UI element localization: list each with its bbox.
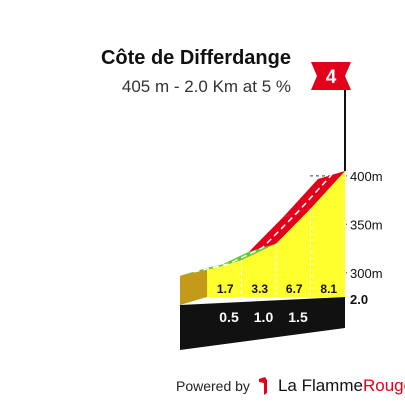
climb-summary: 405 m - 2.0 Km at 5 % bbox=[121, 77, 291, 96]
km-label: 0.5 bbox=[219, 309, 239, 325]
y-tick-label: 400m bbox=[350, 169, 383, 184]
powered-by-label: Powered by bbox=[176, 378, 250, 394]
climb-title: Côte de Differdange bbox=[100, 47, 291, 69]
summit-marker-label: 4 bbox=[326, 67, 337, 88]
y-tick-label: 300m bbox=[350, 266, 383, 281]
brand-name-accent: Rouge bbox=[362, 376, 405, 395]
brand-name-main: La Flamme bbox=[277, 376, 363, 395]
km-label: 1.5 bbox=[288, 309, 308, 325]
y-tick-label: 350m bbox=[350, 217, 383, 232]
gradient-label: 3.3 bbox=[251, 282, 268, 296]
surface-centerline bbox=[193, 174, 333, 273]
flame-one-icon bbox=[258, 377, 267, 395]
km-label: 1.0 bbox=[254, 309, 274, 325]
wall-left-side bbox=[180, 267, 207, 305]
segment-surface bbox=[249, 208, 311, 252]
distance-base bbox=[180, 297, 345, 350]
gradient-label: 6.7 bbox=[286, 282, 303, 296]
powered-by: Powered by La FlammeRouge bbox=[176, 376, 405, 396]
summit-flag bbox=[311, 62, 351, 90]
gradient-label: 1.7 bbox=[217, 282, 234, 296]
total-distance-label: 2.0 bbox=[350, 292, 368, 307]
elevation-profile-chart: 4 400m 350m 300m 1.7 3.3 6.7 8.1 0.5 1.0 1.5 2.0 bbox=[180, 62, 383, 350]
segment-surface bbox=[283, 171, 345, 217]
gradient-label: 8.1 bbox=[320, 282, 337, 296]
